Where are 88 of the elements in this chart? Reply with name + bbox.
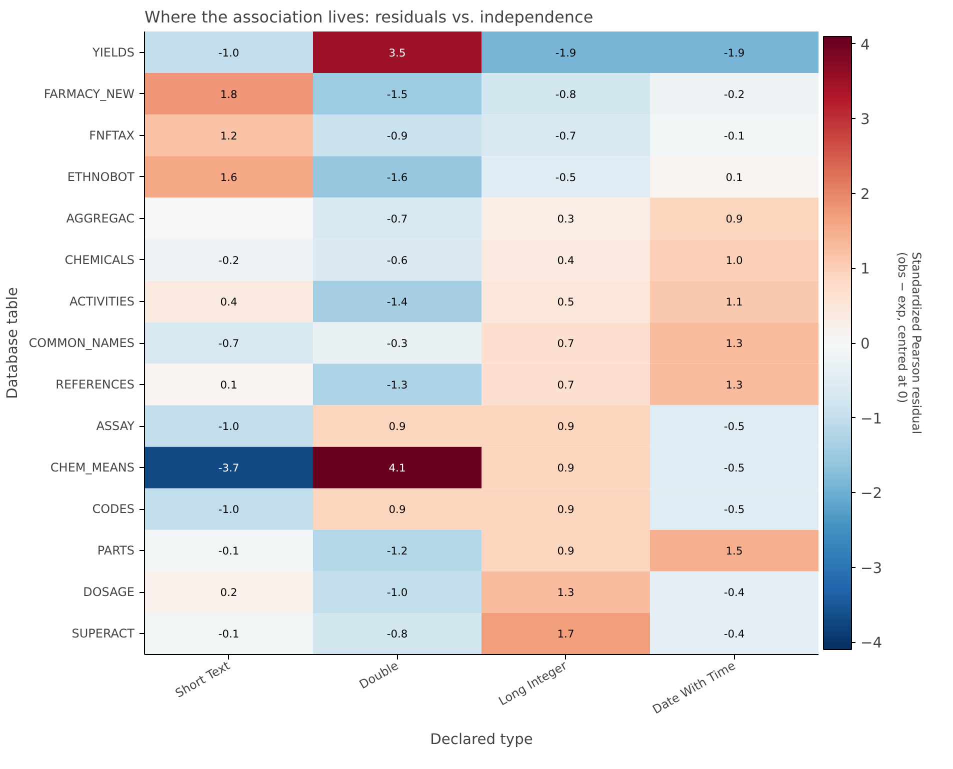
y-tick-label: PARTS <box>97 544 135 558</box>
data-label: -0.2 <box>724 88 745 101</box>
data-label: -3.7 <box>218 462 240 475</box>
color-bar-label: 4 <box>860 36 870 54</box>
color-bar-label: 1 <box>860 260 870 278</box>
data-label: 3.5 <box>388 46 406 60</box>
y-tick-label: SUPERACT <box>72 626 136 641</box>
data-label: -1.9 <box>724 46 745 60</box>
data-label: -1.0 <box>386 586 408 600</box>
data-label: -1.4 <box>386 295 408 308</box>
y-axis-title: Database table <box>4 287 21 399</box>
data-label: 0.4 <box>557 254 574 267</box>
data-label: -0.4 <box>724 586 745 600</box>
data-label: 1.1 <box>726 295 743 308</box>
data-label: 4.1 <box>388 462 406 475</box>
data-label: 1.5 <box>726 544 743 558</box>
color-bar-label: −2 <box>860 485 882 502</box>
color-bar-label: −1 <box>860 410 882 428</box>
data-label: -1.9 <box>555 46 576 60</box>
data-label: -1.5 <box>386 88 408 101</box>
data-label: 0.9 <box>557 503 574 516</box>
data-label: -0.5 <box>724 420 745 434</box>
data-label: -1.2 <box>386 544 408 558</box>
y-tick-label: AGGREGAC <box>66 211 135 226</box>
y-tick-label: DOSAGE <box>83 585 134 600</box>
data-label: 1.7 <box>557 628 574 641</box>
y-tick-label: ASSAY <box>96 419 136 434</box>
y-tick-label: FNFTAX <box>89 128 135 142</box>
y-tick-label: CHEM_MEANS <box>50 460 134 475</box>
color-bar-label: 0 <box>860 336 870 352</box>
color-bar-label: 3 <box>860 111 870 128</box>
data-label: 0.9 <box>388 503 406 516</box>
data-label: -0.8 <box>386 628 408 641</box>
data-label: -0.4 <box>724 628 745 641</box>
data-label: -0.3 <box>386 337 408 350</box>
data-label: 0.7 <box>557 378 574 392</box>
data-label: -0.7 <box>555 129 576 142</box>
chart-title: Where the association lives: residuals vs. independence <box>144 8 594 26</box>
data-label: -0.9 <box>386 129 408 142</box>
data-label: 1.3 <box>557 586 574 600</box>
data-label: 0.9 <box>726 212 743 226</box>
y-tick-label: REFERENCES <box>56 378 135 392</box>
data-label: -0.6 <box>386 254 408 267</box>
y-tick-label: CODES <box>92 502 134 516</box>
color-bar-label: 2 <box>860 186 870 203</box>
data-label: -0.5 <box>724 503 745 516</box>
data-label: -0.1 <box>218 628 240 641</box>
y-tick-label: FARMACY_NEW <box>44 86 135 101</box>
data-label: -1.0 <box>218 420 240 434</box>
data-label: -0.7 <box>218 337 240 350</box>
data-label: 0.1 <box>220 378 238 392</box>
data-label: 1.3 <box>726 337 743 350</box>
data-label: 0.9 <box>388 420 406 434</box>
x-tick-label: Date With Time <box>650 658 738 717</box>
data-label: 1.0 <box>726 254 743 267</box>
y-tick-label: CHEMICALS <box>64 252 135 267</box>
x-axis-title: Declared type <box>430 730 533 748</box>
color-bar-label: −3 <box>860 560 882 577</box>
data-label: 0.3 <box>557 212 574 226</box>
data-label: 1.2 <box>220 129 238 142</box>
y-tick-label: COMMON_NAMES <box>28 336 135 350</box>
data-label: -0.5 <box>555 170 576 184</box>
data-label: 0.2 <box>220 586 238 600</box>
data-label: -1.6 <box>386 170 408 184</box>
data-label: 0.9 <box>557 462 574 475</box>
data-label: 0.9 <box>557 420 574 434</box>
data-label: 1.3 <box>726 378 743 392</box>
y-tick-label: YIELDS <box>92 45 135 60</box>
y-tick-label: ETHNOBOT <box>67 170 136 184</box>
data-label: -0.1 <box>724 129 745 142</box>
data-label: -0.2 <box>218 254 240 267</box>
data-label: -0.7 <box>386 212 408 226</box>
data-label: -0.5 <box>724 462 745 475</box>
y-tick-label: ACTIVITIES <box>69 294 134 308</box>
data-label: 0.7 <box>557 337 574 350</box>
data-label: -0.1 <box>218 544 240 558</box>
data-label: -1.0 <box>218 46 240 60</box>
data-label: -1.3 <box>386 378 408 392</box>
color-bar-label: −4 <box>860 634 882 652</box>
data-label: 0.9 <box>557 544 574 558</box>
color-bar-title: Standardized Pearson residual (obs − exp, centred at 0) <box>896 252 924 434</box>
data-label: -0.8 <box>555 88 576 101</box>
data-label: 0.1 <box>726 170 743 184</box>
data-label: 1.6 <box>220 170 238 184</box>
data-label: 1.8 <box>220 88 238 101</box>
data-label: -1.0 <box>218 503 240 516</box>
data-label: 0.4 <box>220 295 238 308</box>
data-label: 0.5 <box>557 295 574 308</box>
